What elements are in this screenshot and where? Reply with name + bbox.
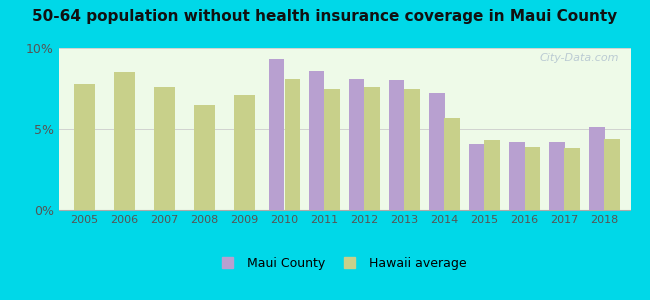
Text: City-Data.com: City-Data.com bbox=[540, 53, 619, 63]
Text: 50-64 population without health insurance coverage in Maui County: 50-64 population without health insuranc… bbox=[32, 9, 617, 24]
Bar bbox=[525, 147, 540, 210]
Bar bbox=[469, 144, 484, 210]
Bar bbox=[564, 148, 580, 210]
Bar bbox=[389, 80, 404, 210]
Bar bbox=[590, 128, 605, 210]
Bar bbox=[324, 88, 340, 210]
Legend: Maui County, Hawaii average: Maui County, Hawaii average bbox=[217, 252, 472, 275]
Bar bbox=[114, 72, 135, 210]
Bar bbox=[349, 79, 365, 210]
Bar bbox=[510, 142, 525, 210]
Bar bbox=[154, 87, 175, 210]
Bar bbox=[285, 79, 300, 210]
Bar bbox=[309, 71, 324, 210]
Bar bbox=[604, 139, 619, 210]
Bar bbox=[365, 87, 380, 210]
Bar bbox=[429, 93, 445, 210]
Bar bbox=[445, 118, 460, 210]
Bar bbox=[74, 84, 95, 210]
Bar bbox=[269, 59, 285, 210]
Bar bbox=[404, 88, 420, 210]
Bar bbox=[234, 95, 255, 210]
Bar bbox=[484, 140, 500, 210]
Bar bbox=[194, 105, 215, 210]
Bar bbox=[549, 142, 564, 210]
